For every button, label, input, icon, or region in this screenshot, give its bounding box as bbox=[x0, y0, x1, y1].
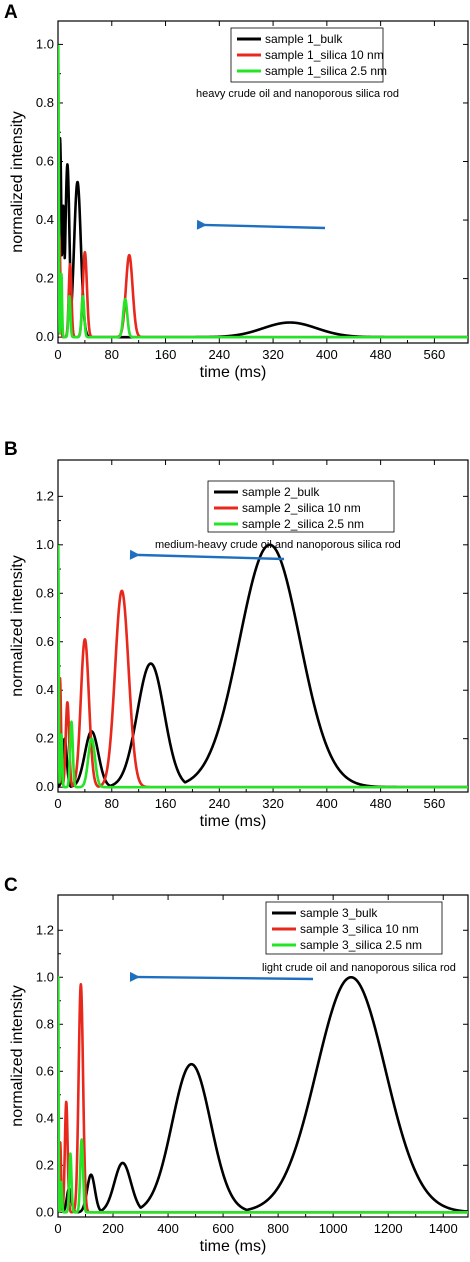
y-tick-label: 1.0 bbox=[36, 969, 54, 984]
x-tick-label: 1200 bbox=[374, 1221, 403, 1236]
legend-label: sample 3_silica 2.5 nm bbox=[300, 938, 422, 952]
y-tick-label: 0.4 bbox=[36, 212, 54, 227]
x-tick-label: 80 bbox=[105, 347, 119, 362]
series-line-bulk bbox=[58, 975, 468, 1214]
legend-label: sample 2_silica 2.5 nm bbox=[242, 517, 364, 531]
y-tick-label: 0.0 bbox=[36, 1204, 54, 1219]
arrow-icon bbox=[129, 549, 285, 561]
x-tick-label: 800 bbox=[267, 1221, 289, 1236]
series-line-silica-10nm bbox=[58, 983, 468, 1214]
x-tick-label: 1000 bbox=[319, 1221, 348, 1236]
y-tick-label: 0.0 bbox=[36, 329, 54, 344]
arrow-head bbox=[129, 549, 140, 560]
panel-a: A 0 80 160 240 320 400 480 560 0.0 0.2 0.4 0.6 0.8 1.0… bbox=[4, 2, 469, 381]
legend-label: sample 3_bulk bbox=[300, 906, 378, 920]
panel-letter: B bbox=[4, 439, 18, 460]
y-axis-title: normalized intensity bbox=[9, 111, 26, 252]
y-tick-label: 1.0 bbox=[36, 537, 54, 552]
arrow-icon bbox=[129, 971, 314, 982]
y-tick-label: 0.2 bbox=[36, 271, 54, 286]
legend-box bbox=[207, 480, 395, 533]
arrow-shaft bbox=[130, 553, 285, 561]
arrow-head bbox=[196, 219, 207, 230]
y-axis-title: normalized intensity bbox=[9, 555, 26, 696]
y-tick-label: 1.2 bbox=[36, 488, 54, 503]
x-axis-title: time (ms) bbox=[200, 813, 267, 830]
y-tick-label: 0.6 bbox=[36, 1063, 54, 1078]
y-tick-label: 0.4 bbox=[36, 1110, 54, 1125]
legend-label: sample 1_silica 2.5 nm bbox=[265, 64, 387, 78]
panel-letter: A bbox=[4, 2, 18, 23]
x-tick-label: 480 bbox=[370, 796, 392, 811]
y-axis-title: normalized intensity bbox=[9, 985, 26, 1126]
x-tick-label: 600 bbox=[212, 1221, 234, 1236]
arrow-shaft bbox=[130, 975, 314, 981]
y-tick-label: 1.2 bbox=[36, 922, 54, 937]
annotation-text: light crude oil and nanoporous silica ro… bbox=[262, 962, 456, 974]
x-tick-label: 480 bbox=[370, 347, 392, 362]
x-tick-label: 0 bbox=[54, 796, 61, 811]
series-line-silica-2-5nm bbox=[58, 44, 468, 339]
x-tick-label: 1400 bbox=[429, 1221, 458, 1236]
annotation-text: medium-heavy crude oil and nanoporous si… bbox=[155, 539, 401, 551]
series-line-silica-2-5nm bbox=[58, 976, 468, 1214]
series-line-silica-2-5nm bbox=[58, 544, 468, 789]
x-tick-label: 240 bbox=[208, 796, 230, 811]
x-tick-label: 200 bbox=[102, 1221, 124, 1236]
y-tick-label: 0.0 bbox=[36, 779, 54, 794]
x-tick-label: 400 bbox=[316, 347, 338, 362]
y-tick-label: 0.6 bbox=[36, 154, 54, 169]
y-tick-label: 0.2 bbox=[36, 731, 54, 746]
legend-label: sample 2_silica 10 nm bbox=[242, 501, 361, 515]
panel-b: B 0 80 160 240 320 400 480 560 0.0 0.2 0.4 0.6 0.8 1.0… bbox=[4, 439, 469, 830]
x-tick-label: 0 bbox=[54, 347, 61, 362]
legend-label: sample 3_silica 10 nm bbox=[300, 922, 419, 936]
y-tick-label: 0.8 bbox=[36, 585, 54, 600]
annotation-text: heavy crude oil and nanoporous silica ro… bbox=[196, 88, 399, 100]
x-tick-label: 400 bbox=[316, 796, 338, 811]
x-tick-label: 320 bbox=[262, 796, 284, 811]
legend-label: sample 1_bulk bbox=[265, 32, 343, 46]
x-tick-label: 0 bbox=[54, 1221, 61, 1236]
panel-c: C 0 200 400 600 800 1000 1200 1400 0.0 0.2 0.4 0.6 0.… bbox=[4, 875, 469, 1255]
x-tick-label: 160 bbox=[155, 347, 177, 362]
x-axis-title: time (ms) bbox=[200, 1238, 267, 1255]
x-tick-label: 560 bbox=[424, 796, 446, 811]
y-tick-label: 0.2 bbox=[36, 1157, 54, 1172]
x-tick-label: 400 bbox=[157, 1221, 179, 1236]
series-line-bulk bbox=[58, 543, 468, 789]
x-axis-title: time (ms) bbox=[200, 364, 267, 381]
legend-label: sample 2_bulk bbox=[242, 485, 320, 499]
arrow-head bbox=[129, 971, 140, 982]
series-line-silica-10nm bbox=[58, 589, 468, 789]
x-tick-label: 560 bbox=[424, 347, 446, 362]
series-line-bulk bbox=[58, 136, 468, 339]
panel-letter: C bbox=[4, 875, 18, 896]
arrow-icon bbox=[196, 219, 326, 230]
x-tick-label: 320 bbox=[262, 347, 284, 362]
y-tick-label: 0.6 bbox=[36, 634, 54, 649]
y-tick-label: 0.4 bbox=[36, 682, 54, 697]
x-tick-label: 160 bbox=[155, 796, 177, 811]
legend-label: sample 1_silica 10 nm bbox=[265, 48, 384, 62]
y-tick-label: 1.0 bbox=[36, 36, 54, 51]
series-line-silica-10nm bbox=[58, 234, 468, 339]
x-tick-label: 240 bbox=[208, 347, 230, 362]
y-tick-label: 0.8 bbox=[36, 1016, 54, 1031]
x-tick-label: 80 bbox=[105, 796, 119, 811]
y-tick-label: 0.8 bbox=[36, 95, 54, 110]
arrow-shaft bbox=[197, 223, 326, 230]
